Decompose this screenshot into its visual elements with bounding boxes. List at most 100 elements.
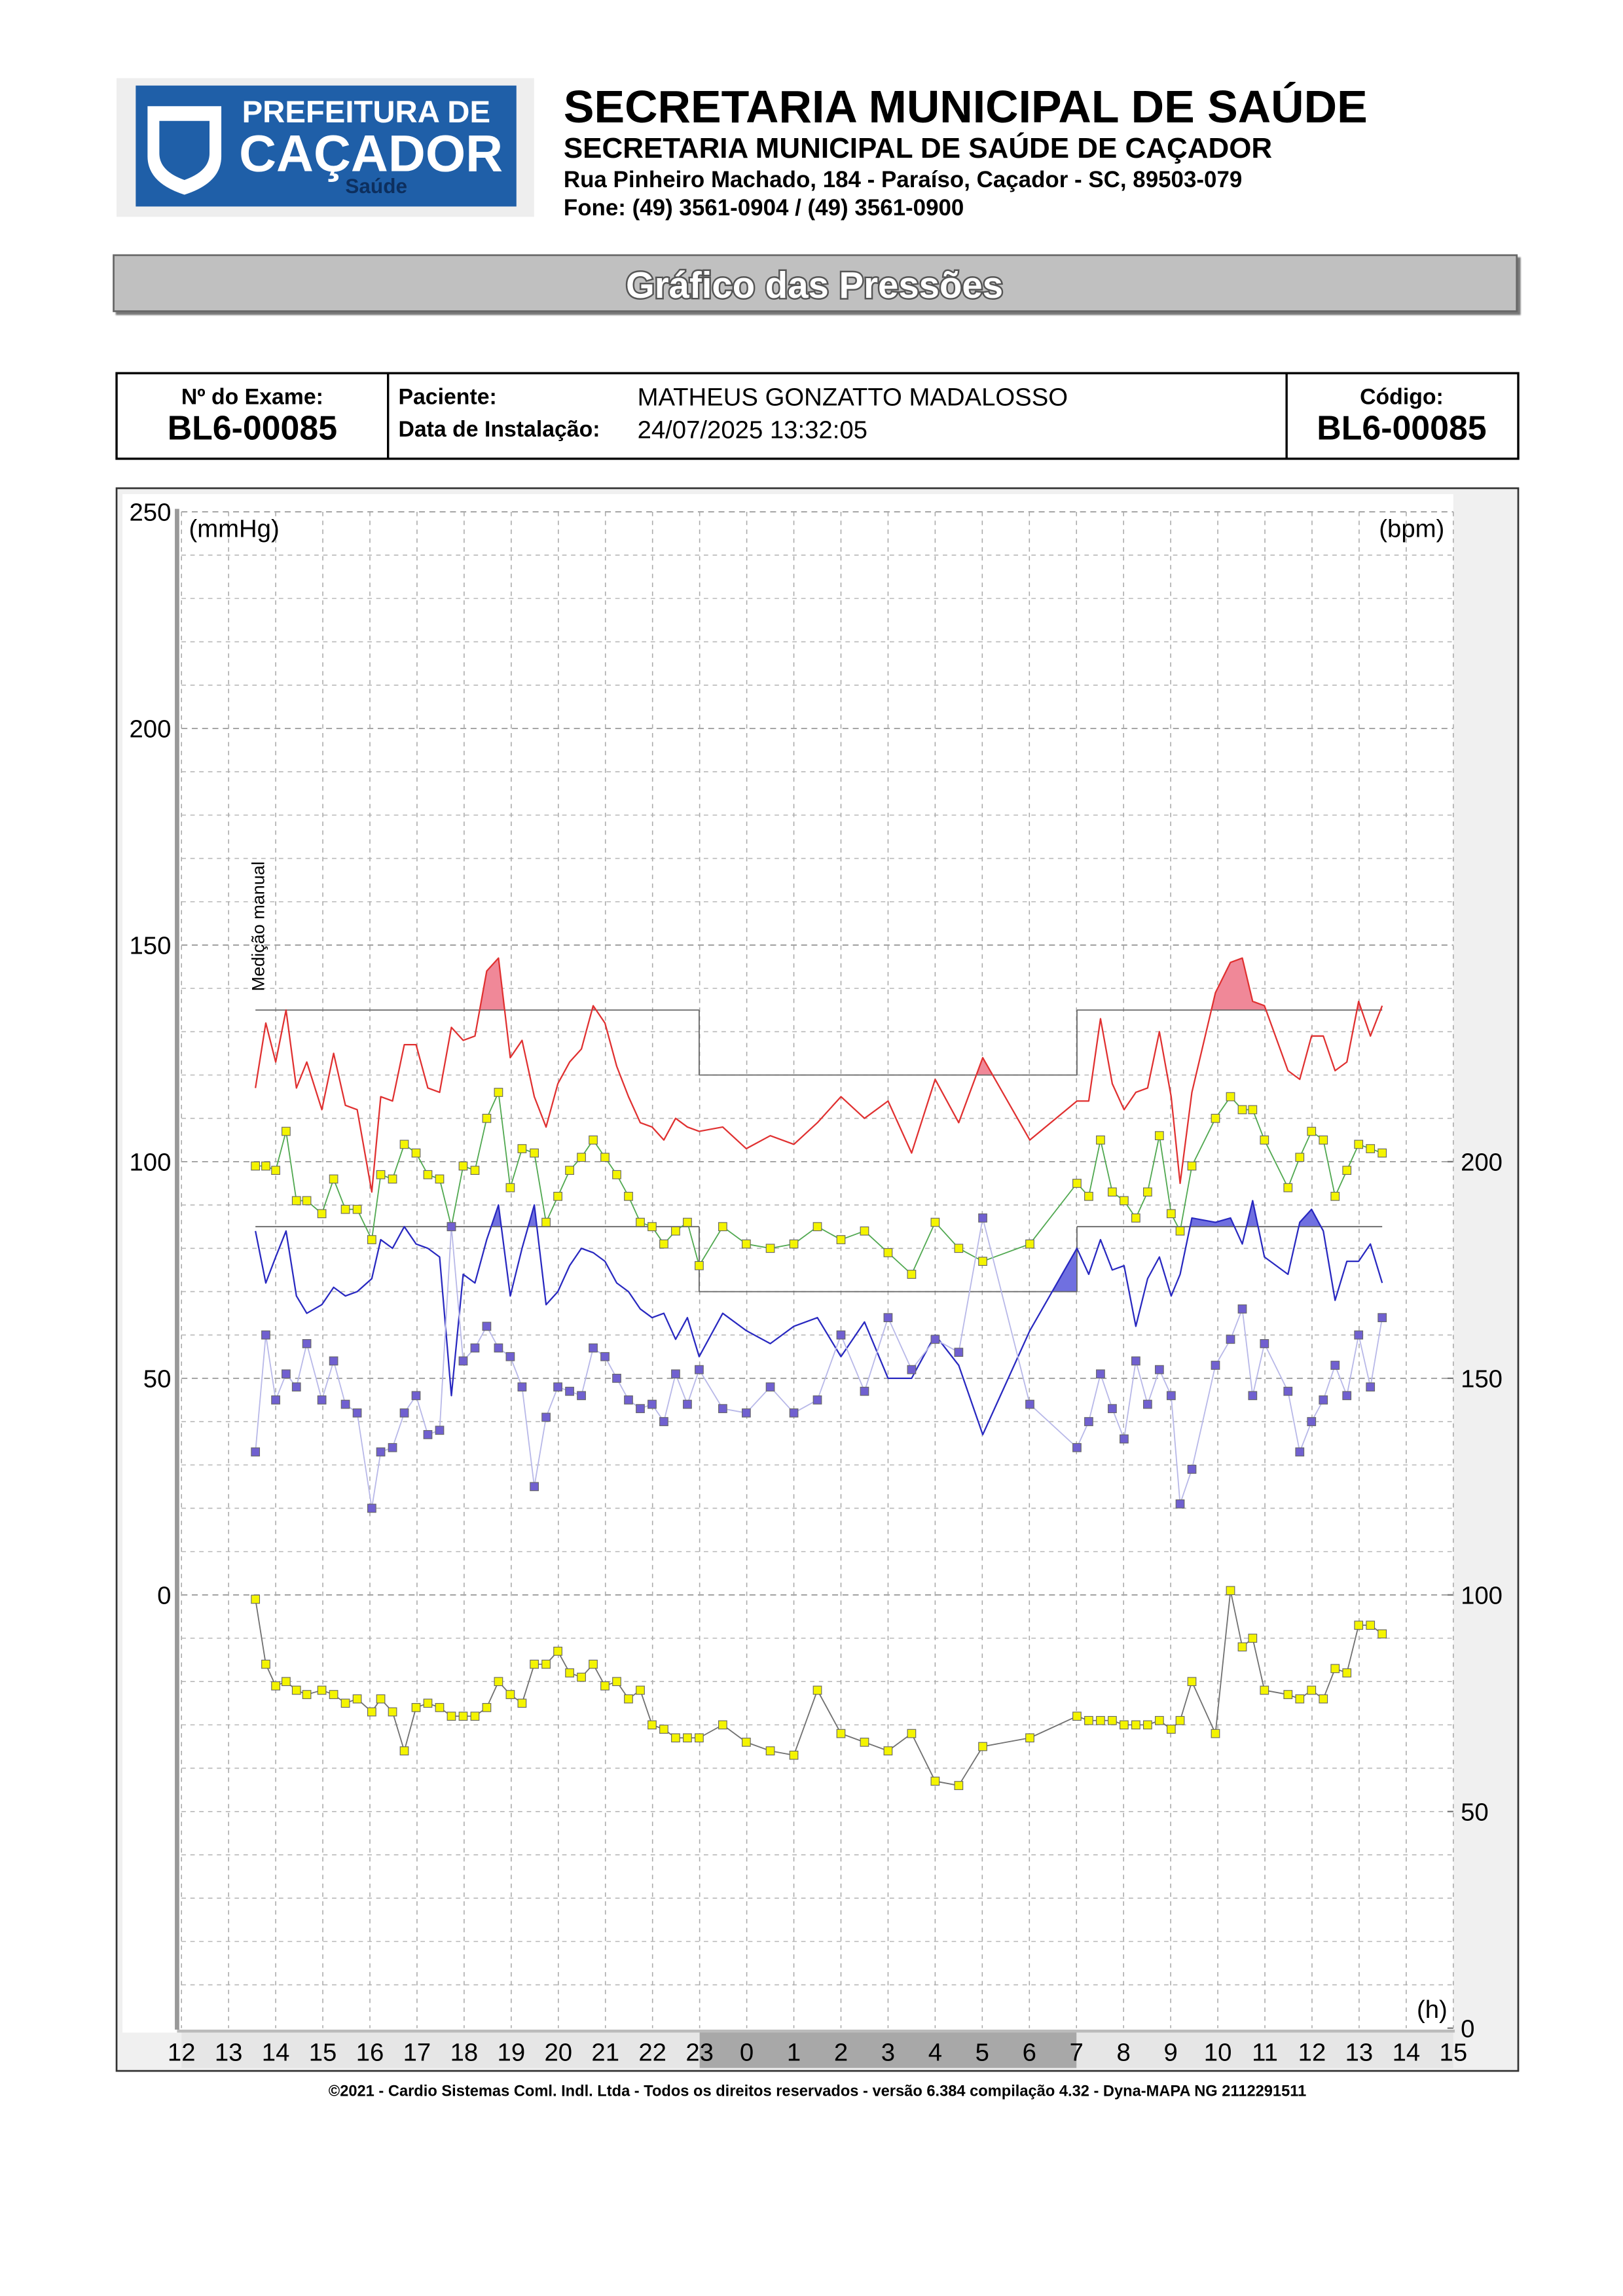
x-tick-label: 22 xyxy=(638,2038,666,2066)
data-point xyxy=(470,1712,480,1721)
data-point xyxy=(1166,1391,1176,1401)
data-point xyxy=(251,1594,261,1604)
data-point xyxy=(411,1703,421,1712)
data-point xyxy=(1248,1634,1258,1643)
data-point xyxy=(1131,1720,1140,1730)
x-tick-label: 7 xyxy=(1070,2038,1084,2066)
data-point xyxy=(1366,1382,1376,1391)
data-point xyxy=(1175,1499,1185,1509)
x-tick-label: 4 xyxy=(928,2038,942,2066)
data-point xyxy=(261,1330,270,1340)
data-point xyxy=(482,1703,492,1712)
data-point xyxy=(930,1776,940,1786)
x-axis-label: (h) xyxy=(1417,1996,1448,2024)
data-point xyxy=(282,1369,291,1379)
data-point xyxy=(251,1161,261,1171)
data-point xyxy=(1237,1642,1247,1652)
info-value: MATHEUS GONZATTO MADALOSSO xyxy=(638,384,1068,412)
data-point xyxy=(340,1204,350,1214)
data-point xyxy=(647,1222,657,1232)
data-point xyxy=(1120,1720,1129,1730)
data-point xyxy=(577,1672,586,1682)
data-point xyxy=(352,1204,362,1214)
data-point xyxy=(329,1690,338,1699)
x-tick-label: 8 xyxy=(1117,2038,1131,2066)
data-point xyxy=(636,1217,645,1227)
data-point xyxy=(683,1399,692,1409)
x-tick-label: 19 xyxy=(498,2038,526,2066)
exceedance-area xyxy=(1190,1200,1321,1227)
data-point xyxy=(765,1244,775,1253)
data-point xyxy=(612,1677,621,1687)
data-point xyxy=(399,1408,409,1418)
data-point xyxy=(458,1356,468,1366)
data-point xyxy=(1084,1417,1093,1426)
data-point xyxy=(836,1235,846,1244)
data-point xyxy=(683,1217,692,1227)
data-point xyxy=(1096,1369,1105,1379)
x-tick-label: 13 xyxy=(215,2038,243,2066)
data-point xyxy=(589,1343,598,1353)
data-point xyxy=(1237,1304,1247,1314)
data-point xyxy=(1307,1417,1317,1426)
logo-text: Saúde xyxy=(345,174,407,198)
y-tick-label: 100 xyxy=(130,1148,172,1176)
data-point xyxy=(291,1196,301,1206)
data-point xyxy=(458,1712,468,1721)
data-point xyxy=(589,1135,598,1145)
data-point xyxy=(860,1737,869,1747)
data-point xyxy=(812,1395,822,1405)
banner xyxy=(113,254,1518,312)
data-point xyxy=(317,1685,327,1695)
data-point xyxy=(1154,1715,1164,1725)
data-point xyxy=(1283,1386,1293,1396)
data-point xyxy=(1143,1720,1152,1730)
data-point xyxy=(1096,1715,1105,1725)
data-point xyxy=(1084,1191,1093,1201)
data-point xyxy=(1366,1144,1376,1153)
data-point xyxy=(636,1404,645,1414)
data-point xyxy=(565,1166,574,1175)
data-point xyxy=(388,1443,397,1452)
data-point xyxy=(302,1690,312,1699)
data-point xyxy=(1295,1153,1305,1162)
x-tick-label: 11 xyxy=(1252,2038,1278,2066)
data-point xyxy=(1260,1339,1269,1348)
y-tick-label: 200 xyxy=(130,715,172,743)
data-point xyxy=(1166,1725,1176,1734)
data-point xyxy=(517,1698,527,1708)
data-point xyxy=(1025,1399,1034,1409)
data-point xyxy=(530,1482,539,1492)
x-tick-label: 15 xyxy=(309,2038,337,2066)
data-point xyxy=(860,1226,869,1236)
data-point xyxy=(530,1659,539,1669)
data-point xyxy=(1072,1179,1082,1188)
data-point xyxy=(388,1174,397,1184)
data-point xyxy=(399,1139,409,1149)
data-point xyxy=(1283,1690,1293,1699)
data-point xyxy=(423,1698,433,1708)
data-point xyxy=(553,1382,562,1391)
data-point xyxy=(530,1148,539,1158)
data-point xyxy=(1096,1135,1105,1145)
y-tick-label: 150 xyxy=(130,931,172,960)
data-point xyxy=(671,1226,680,1236)
data-point xyxy=(695,1733,704,1743)
info-label: Código: xyxy=(1360,384,1444,409)
data-point xyxy=(261,1659,270,1669)
info-label: Nº do Exame: xyxy=(181,384,323,409)
data-point xyxy=(647,1399,657,1409)
data-point xyxy=(1319,1694,1328,1704)
x-tick-label: 17 xyxy=(403,2038,431,2066)
x-tick-label: 21 xyxy=(591,2038,619,2066)
data-point xyxy=(812,1222,822,1232)
data-point xyxy=(435,1703,445,1712)
info-value: BL6-00085 xyxy=(168,409,337,447)
data-point xyxy=(505,1183,515,1193)
data-point xyxy=(1131,1213,1140,1223)
data-point xyxy=(1295,1694,1305,1704)
info-box xyxy=(115,372,1520,460)
data-point xyxy=(541,1217,551,1227)
data-point xyxy=(1120,1196,1129,1206)
data-point xyxy=(1226,1092,1235,1102)
